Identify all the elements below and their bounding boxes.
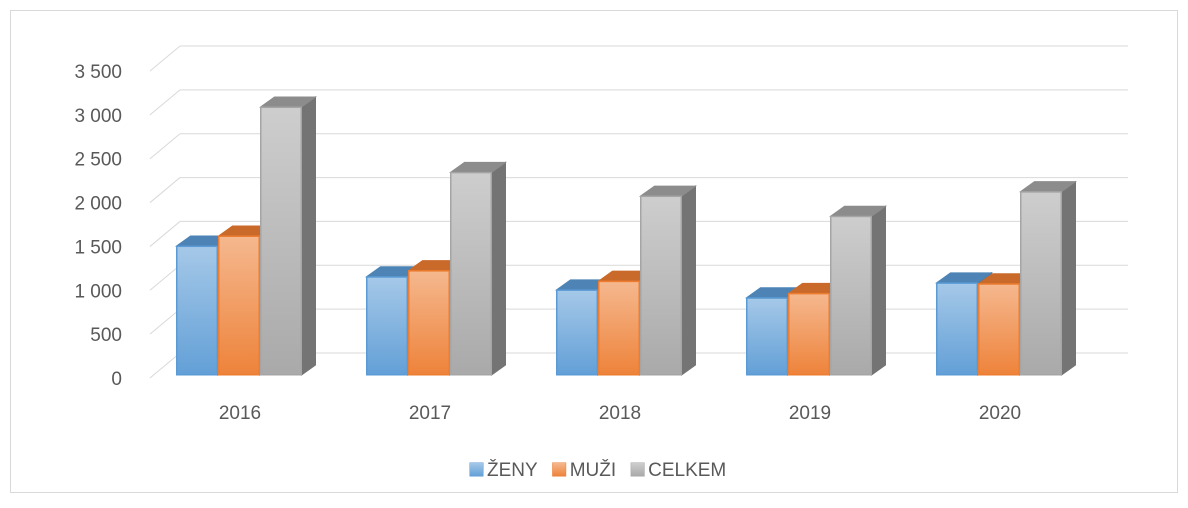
grid-line bbox=[149, 89, 181, 116]
bar-shine bbox=[557, 290, 597, 374]
bar-shine bbox=[1021, 192, 1061, 374]
y-tick-label: 1 500 bbox=[74, 237, 122, 258]
bar-side bbox=[491, 161, 506, 376]
x-tick-label: 2017 bbox=[409, 403, 451, 424]
bar-shine bbox=[599, 282, 639, 374]
bar-shine bbox=[367, 277, 407, 374]
y-tick-label: 500 bbox=[90, 325, 122, 346]
bar-shine bbox=[937, 283, 977, 374]
bar-shine bbox=[261, 108, 301, 374]
bar-shine bbox=[409, 271, 449, 374]
y-tick-label: 2 500 bbox=[74, 150, 122, 171]
bar-shine bbox=[789, 294, 829, 374]
grid-line bbox=[149, 133, 181, 160]
bar-shine bbox=[831, 217, 871, 374]
legend-label: MUŽI bbox=[570, 459, 616, 481]
bar-shine bbox=[451, 173, 491, 374]
legend-label: CELKEM bbox=[648, 460, 726, 481]
bar-side bbox=[301, 96, 316, 376]
grid-line bbox=[149, 45, 181, 72]
y-tick-label: 3 000 bbox=[74, 106, 122, 127]
legend-label: ŽENY bbox=[487, 459, 538, 481]
bar-shine bbox=[219, 236, 259, 374]
bar-side bbox=[1061, 180, 1076, 376]
y-tick-label: 3 500 bbox=[74, 62, 122, 83]
bar-shine bbox=[641, 197, 681, 374]
bar-shine bbox=[747, 298, 787, 374]
x-tick-label: 2018 bbox=[599, 403, 641, 424]
legend-swatch-shine bbox=[470, 463, 483, 476]
bar-shine bbox=[979, 284, 1019, 374]
legend-swatch-shine bbox=[552, 463, 566, 476]
grid-line bbox=[149, 352, 181, 379]
y-tick-label: 1 000 bbox=[74, 281, 122, 302]
x-tick-label: 2019 bbox=[789, 403, 831, 424]
y-tick-label: 0 bbox=[111, 369, 122, 390]
bar-side bbox=[871, 205, 886, 376]
y-tick-label: 2 000 bbox=[74, 194, 122, 215]
grid-line bbox=[149, 308, 181, 335]
grid-line bbox=[149, 264, 181, 291]
grid-line bbox=[149, 221, 181, 247]
legend-swatch-shine bbox=[631, 463, 645, 476]
x-tick-label: 2016 bbox=[219, 403, 261, 424]
bar-side bbox=[681, 185, 696, 376]
grid-line bbox=[149, 177, 181, 203]
x-tick-label: 2020 bbox=[979, 403, 1021, 424]
bar-shine bbox=[177, 247, 217, 374]
